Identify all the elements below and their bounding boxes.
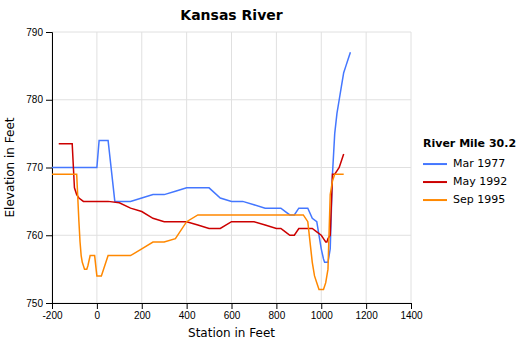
grid-line-y xyxy=(52,99,411,100)
y-axis-tick-label: 780 xyxy=(26,94,43,105)
x-axis-tick-label: -200 xyxy=(42,310,62,321)
y-axis-tick-mark xyxy=(46,303,52,304)
x-axis-tick: 800 xyxy=(269,303,286,321)
y-axis-tick-mark xyxy=(46,235,52,236)
legend-title: River Mile 30.2 xyxy=(423,137,516,150)
y-axis-tick: 760 xyxy=(26,230,52,241)
x-axis-tick-label: 200 xyxy=(134,310,151,321)
x-axis-tick-mark xyxy=(411,303,412,309)
x-axis-title: Station in Feet xyxy=(188,326,275,340)
legend-label: May 1992 xyxy=(453,175,507,188)
x-axis: -200 0 200 400 600 800 1000 1200 1400 xyxy=(42,303,423,321)
y-axis-tick: 780 xyxy=(26,94,52,105)
x-axis-domain xyxy=(53,304,412,310)
grid-line-y xyxy=(52,167,411,168)
x-axis-tick-mark xyxy=(232,303,233,309)
series-group xyxy=(52,52,350,289)
y-axis-tick-label: 750 xyxy=(26,298,43,309)
grid-line-y xyxy=(52,235,411,236)
x-axis-tick-label: 800 xyxy=(269,310,286,321)
y-axis-tick-label: 770 xyxy=(26,162,43,173)
series-line xyxy=(52,52,350,262)
x-axis-tick-mark xyxy=(366,303,367,309)
legend-swatch xyxy=(423,199,447,201)
y-axis-tick-mark xyxy=(46,100,52,101)
x-axis-tick-mark xyxy=(187,303,188,309)
y-axis: 750 760 770 780 790 xyxy=(26,27,52,309)
grid-line-y xyxy=(52,32,411,33)
y-axis-tick: 770 xyxy=(26,162,52,173)
legend-label: Sep 1995 xyxy=(453,193,505,206)
x-axis-tick-label: 1400 xyxy=(400,310,423,321)
x-axis-tick-mark xyxy=(97,303,98,309)
legend-swatch xyxy=(423,181,447,183)
x-axis-tick-mark xyxy=(142,303,143,309)
x-axis-tick-label: 1200 xyxy=(356,310,379,321)
x-axis-tick: 1200 xyxy=(356,303,379,321)
x-axis-tick-label: 1000 xyxy=(311,310,334,321)
x-axis-tick: 1400 xyxy=(400,303,423,321)
y-axis-tick-label: 760 xyxy=(26,230,43,241)
x-axis-tick-label: 400 xyxy=(179,310,196,321)
series-line xyxy=(59,144,344,242)
plot: -200 0 200 400 600 800 1000 1200 1400 750 760 770 78… xyxy=(26,27,423,321)
x-axis-tick-label: 0 xyxy=(95,310,101,321)
x-axis-tick: 200 xyxy=(134,303,151,321)
legend-swatch xyxy=(423,163,447,165)
legend: River Mile 30.2 Mar 1977 May 1992 Sep 1995 xyxy=(423,137,516,206)
x-axis-tick-label: 600 xyxy=(224,310,241,321)
y-axis-tick: 750 xyxy=(26,298,52,309)
y-axis-tick-mark xyxy=(46,168,52,169)
chart: -200 0 200 400 600 800 1000 1200 1400 750 760 770 78… xyxy=(0,0,529,345)
x-axis-tick: 0 xyxy=(95,303,101,321)
y-axis-tick: 790 xyxy=(26,27,52,38)
series-line xyxy=(52,174,344,289)
legend-label: Mar 1977 xyxy=(453,157,505,170)
y-axis-tick-mark xyxy=(46,32,52,33)
y-axis-tick-label: 790 xyxy=(26,27,43,38)
x-axis-tick: 400 xyxy=(179,303,196,321)
x-axis-tick: 1000 xyxy=(311,303,334,321)
title: Kansas River xyxy=(180,7,282,23)
y-axis-domain xyxy=(46,33,53,304)
x-axis-tick: 600 xyxy=(224,303,241,321)
y-axis-title: Elevation in Feet xyxy=(3,117,17,217)
grid xyxy=(52,32,411,303)
x-axis-tick-mark xyxy=(321,303,322,309)
x-axis-tick-mark xyxy=(276,303,277,309)
x-axis-tick: -200 xyxy=(42,303,62,321)
